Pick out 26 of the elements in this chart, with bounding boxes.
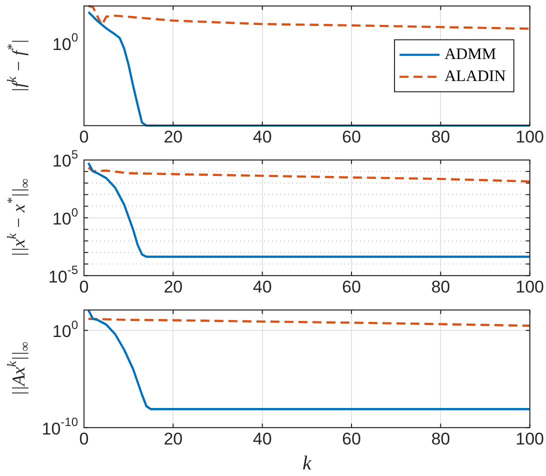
x-tick-label: 40: [252, 429, 272, 448]
x-tick-label: 20: [164, 277, 183, 296]
x-tick-label: 100: [516, 277, 544, 296]
x-tick-label: 0: [79, 127, 89, 146]
x-tick-label: 60: [342, 429, 361, 448]
line-series: [87, 318, 530, 327]
legend-label: ADMM: [444, 46, 496, 64]
x-tick-label: 80: [431, 277, 450, 296]
x-tick-label: 80: [431, 429, 450, 448]
legend-label: ALADIN: [444, 68, 506, 86]
x-tick-label: 100: [516, 127, 544, 146]
x-tick-label: 40: [252, 277, 272, 296]
x-axis-title: k: [302, 452, 312, 474]
y-axis-title: ||Axk||∞: [4, 342, 32, 396]
x-tick-label: 40: [252, 127, 272, 146]
y-axis-title: |fk − f*|: [4, 39, 29, 92]
x-tick-label: 20: [164, 127, 183, 146]
x-tick-label: 100: [516, 429, 544, 448]
y-axis-title: ||xk − x*||∞: [4, 178, 32, 258]
x-tick-label: 60: [342, 277, 361, 296]
x-tick-label: 60: [342, 127, 361, 146]
x-tick-label: 80: [431, 127, 450, 146]
x-tick-label: 0: [79, 429, 89, 448]
line-series: [87, 166, 530, 183]
x-tick-label: 20: [164, 429, 183, 448]
x-tick-label: 0: [79, 277, 89, 296]
